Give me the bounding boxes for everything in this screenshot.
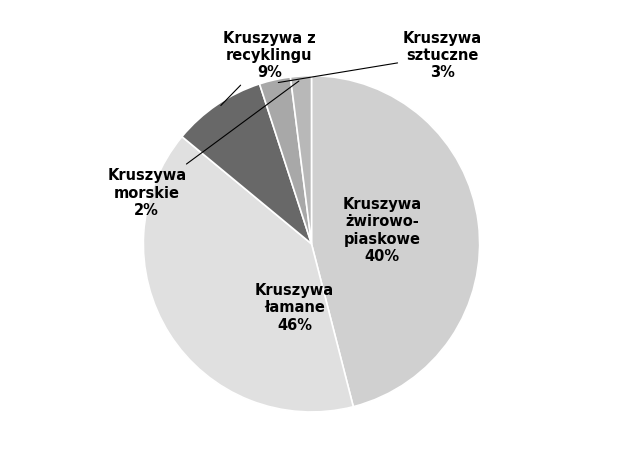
Wedge shape: [290, 76, 312, 244]
Wedge shape: [260, 77, 312, 244]
Wedge shape: [143, 137, 353, 412]
Text: Kruszywa
morskie
2%: Kruszywa morskie 2%: [107, 81, 299, 218]
Text: Kruszywa
łamane
46%: Kruszywa łamane 46%: [255, 283, 335, 333]
Wedge shape: [182, 84, 312, 244]
Text: Kruszywa z
recyklingu
9%: Kruszywa z recyklingu 9%: [221, 30, 316, 105]
Text: Kruszywa
żwirowo-
piaskowe
40%: Kruszywa żwirowo- piaskowe 40%: [343, 197, 422, 264]
Wedge shape: [312, 76, 480, 407]
Text: Kruszywa
sztuczne
3%: Kruszywa sztuczne 3%: [278, 30, 482, 83]
